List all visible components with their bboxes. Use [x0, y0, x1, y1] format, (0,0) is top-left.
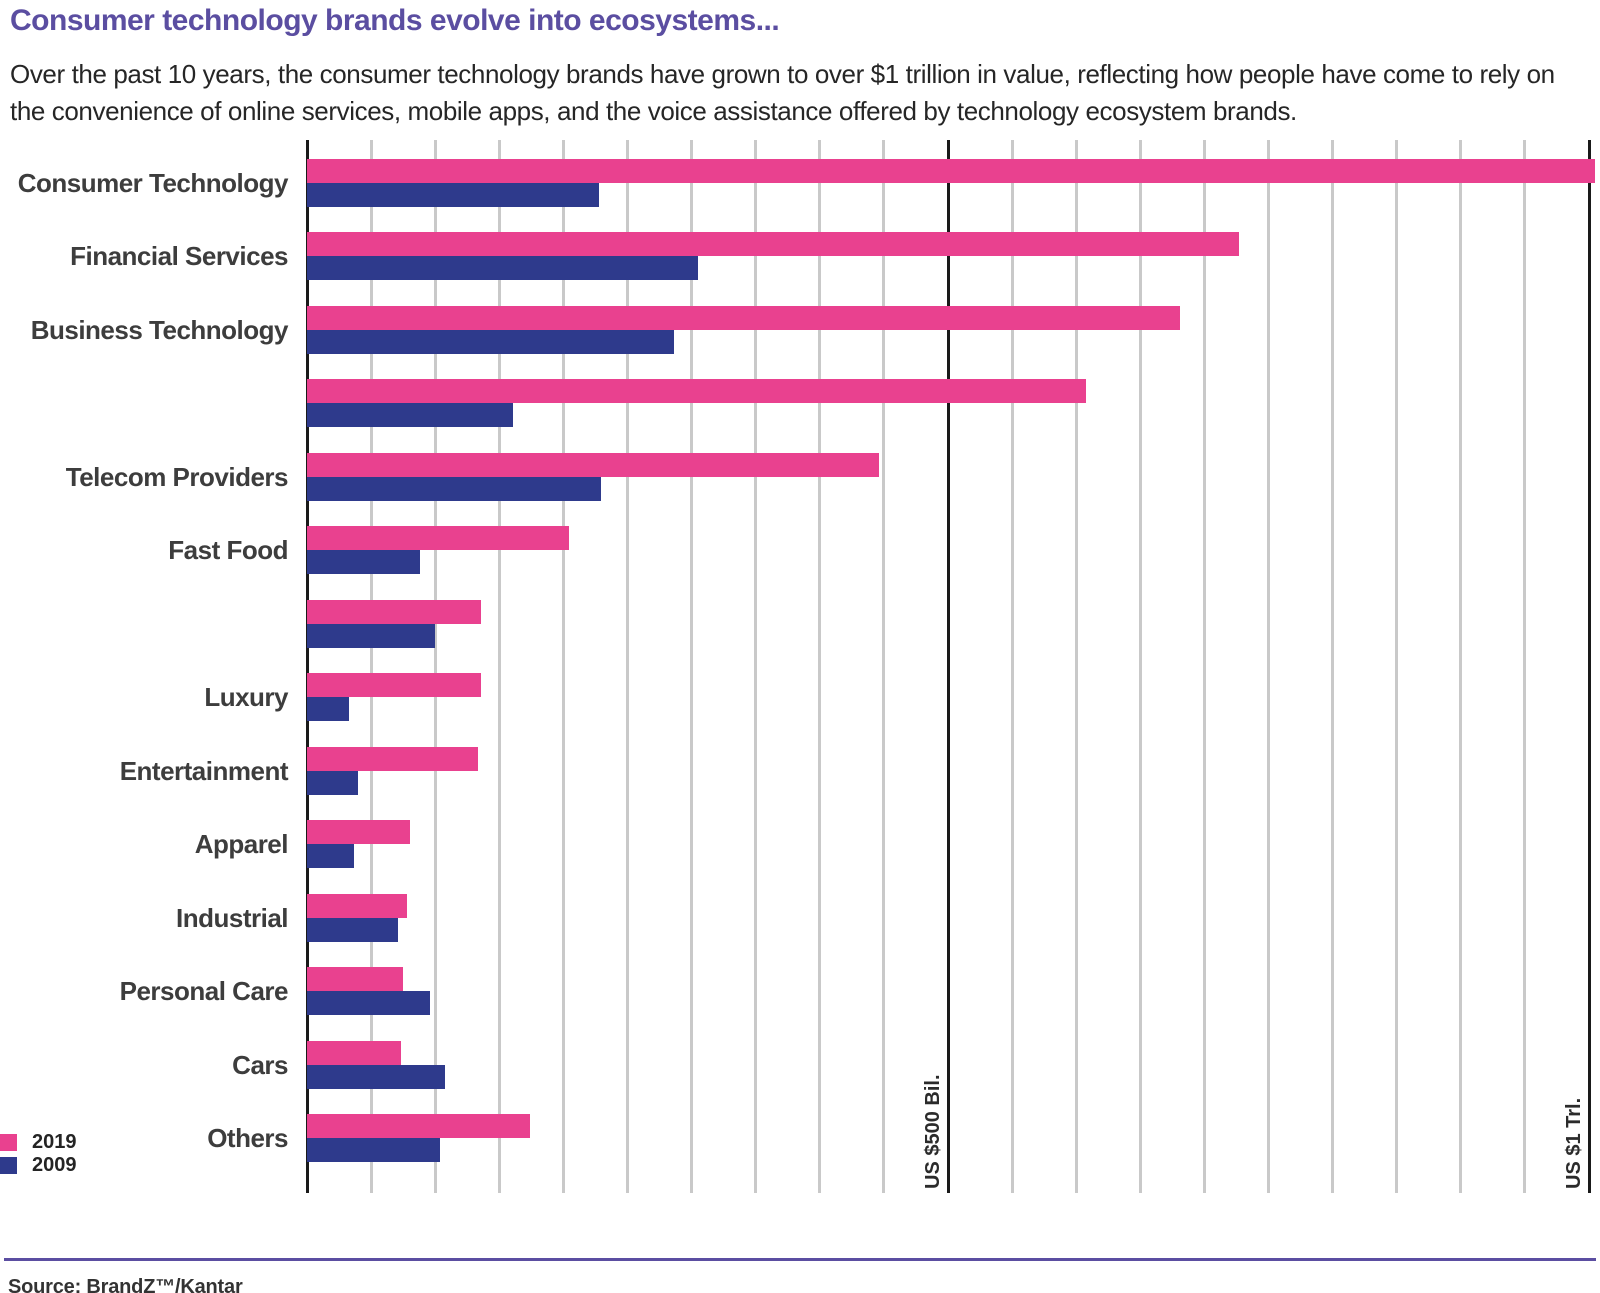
gridline [1074, 140, 1078, 1193]
gridline [1395, 140, 1399, 1193]
chart-title: Consumer technology brands evolve into e… [10, 4, 780, 37]
axis-tick-1000-label: US $1 Trl. [1563, 1097, 1585, 1189]
category-label: Luxury [204, 682, 288, 713]
bar-2009-row-0 [307, 183, 600, 207]
bar-2009-row-8 [307, 770, 359, 795]
legend-label-2009: 2009 [32, 1154, 77, 1176]
bar-2019-row-9 [307, 820, 410, 845]
legend-row-2019: 2019 [0, 1131, 77, 1153]
category-label: Financial Services [70, 241, 288, 272]
bar-2019-row-6 [307, 599, 482, 624]
gridline [561, 140, 565, 1193]
category-label: Cars [232, 1049, 288, 1080]
bar-2009-row-3 [307, 403, 514, 428]
legend-row-2009: 2009 [0, 1154, 77, 1176]
bar-2019-row-7 [307, 673, 482, 698]
category-label: Industrial [175, 902, 289, 933]
bar-2019-row-11 [307, 967, 404, 992]
gridline-major [1587, 140, 1591, 1193]
gridline [1138, 140, 1142, 1193]
bar-2009-row-4 [307, 476, 601, 501]
bar-2009-row-9 [307, 844, 355, 869]
gridline [1459, 140, 1463, 1193]
bar-2009-row-2 [307, 329, 674, 354]
axis-tick-500-label: US $500 Bil. [922, 1074, 944, 1189]
gridline [369, 140, 373, 1193]
footer-divider [4, 1258, 1596, 1261]
bar-2019-row-12 [307, 1040, 401, 1065]
bar-2009-row-13 [307, 1137, 441, 1162]
category-label: Business Technology [30, 314, 289, 345]
gridline [754, 140, 758, 1193]
bar-2019-row-13 [307, 1113, 531, 1138]
bar-2019-row-8 [307, 746, 478, 771]
category-label: Consumer Technology [17, 168, 289, 198]
gridline [1267, 140, 1270, 1193]
bar-2019-row-2 [307, 305, 1181, 330]
category-label: Others [207, 1122, 288, 1153]
bar-2019-row-5 [307, 526, 569, 551]
bar-2009-row-5 [307, 550, 420, 575]
category-label: Fast Food [168, 535, 288, 566]
gridline [433, 140, 437, 1193]
gridline [1331, 140, 1335, 1193]
gridline [1523, 140, 1527, 1193]
legend-swatch-2009 [0, 1157, 17, 1174]
gridline-major [946, 140, 950, 1193]
bar-2019-row-10 [307, 893, 407, 918]
bar-2009-row-1 [307, 256, 698, 281]
gridline [690, 140, 694, 1193]
category-label: Apparel [194, 829, 289, 860]
bar-2019-row-3 [307, 379, 1087, 404]
bar-2009-row-6 [307, 623, 436, 648]
gridline [626, 140, 629, 1193]
source-credit: Source: BrandZ™/Kantar [8, 1276, 243, 1293]
gridline [497, 140, 501, 1193]
category-label: Telecom Providers [65, 461, 289, 492]
legend-swatch-2019 [0, 1134, 17, 1151]
bar-2009-row-11 [307, 991, 431, 1016]
bar-2019-row-4 [307, 452, 879, 477]
plot-area [305, 140, 1600, 1193]
gridline [1010, 140, 1014, 1193]
chart-subtitle: Over the past 10 years, the consumer tec… [10, 59, 1555, 126]
gridline [882, 140, 886, 1193]
gridline-major [305, 140, 309, 1193]
bar-2009-row-12 [307, 1064, 446, 1089]
gridline [818, 140, 822, 1193]
bar-2019-row-1 [307, 232, 1239, 257]
category-label: Entertainment [119, 755, 289, 786]
bar-2019-row-0 [307, 159, 1596, 183]
legend-label-2019: 2019 [32, 1131, 77, 1153]
bar-2009-row-7 [307, 697, 350, 722]
legend: 2019 2009 [0, 1131, 77, 1176]
bar-2009-row-10 [307, 917, 399, 942]
gridline [1202, 140, 1206, 1193]
category-label: Personal Care [119, 976, 289, 1007]
